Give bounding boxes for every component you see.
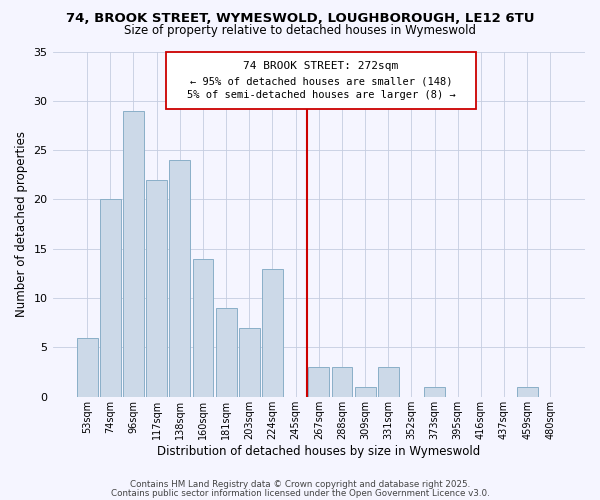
Bar: [146, 180, 167, 397]
Text: 5% of semi-detached houses are larger (8) →: 5% of semi-detached houses are larger (8…: [187, 90, 455, 100]
Bar: [517, 387, 538, 397]
FancyBboxPatch shape: [166, 52, 476, 108]
Bar: [100, 200, 121, 397]
Bar: [77, 338, 98, 397]
Text: 74, BROOK STREET, WYMESWOLD, LOUGHBOROUGH, LE12 6TU: 74, BROOK STREET, WYMESWOLD, LOUGHBOROUG…: [66, 12, 534, 26]
Bar: [355, 387, 376, 397]
Bar: [239, 328, 260, 397]
Bar: [262, 268, 283, 397]
Bar: [424, 387, 445, 397]
Bar: [216, 308, 236, 397]
Text: Contains HM Land Registry data © Crown copyright and database right 2025.: Contains HM Land Registry data © Crown c…: [130, 480, 470, 489]
Bar: [193, 258, 214, 397]
Y-axis label: Number of detached properties: Number of detached properties: [15, 131, 28, 317]
Bar: [123, 110, 144, 397]
Text: ← 95% of detached houses are smaller (148): ← 95% of detached houses are smaller (14…: [190, 76, 452, 86]
Text: Size of property relative to detached houses in Wymeswold: Size of property relative to detached ho…: [124, 24, 476, 37]
Text: Contains public sector information licensed under the Open Government Licence v3: Contains public sector information licen…: [110, 489, 490, 498]
Bar: [378, 367, 398, 397]
Text: 74 BROOK STREET: 272sqm: 74 BROOK STREET: 272sqm: [244, 62, 399, 72]
Bar: [332, 367, 352, 397]
Bar: [308, 367, 329, 397]
Bar: [169, 160, 190, 397]
X-axis label: Distribution of detached houses by size in Wymeswold: Distribution of detached houses by size …: [157, 444, 481, 458]
